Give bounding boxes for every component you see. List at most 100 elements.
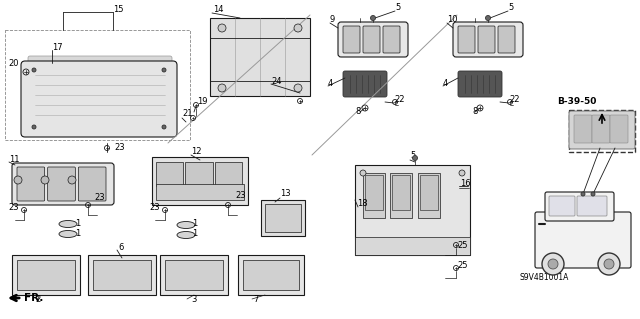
Text: 10: 10	[447, 16, 458, 25]
Circle shape	[548, 259, 558, 269]
FancyBboxPatch shape	[458, 71, 502, 97]
Bar	[243, 260, 299, 290]
Circle shape	[294, 24, 302, 32]
Bar	[210, 18, 310, 96]
Circle shape	[41, 176, 49, 184]
FancyBboxPatch shape	[592, 115, 610, 143]
Text: 1: 1	[75, 219, 80, 227]
Text: 14: 14	[213, 5, 223, 14]
Text: 15: 15	[113, 5, 124, 14]
FancyBboxPatch shape	[574, 115, 592, 143]
Bar	[392, 175, 410, 210]
Bar	[165, 260, 223, 290]
FancyBboxPatch shape	[498, 26, 515, 53]
Circle shape	[162, 68, 166, 72]
FancyBboxPatch shape	[549, 196, 575, 216]
Circle shape	[371, 16, 376, 20]
Text: 19: 19	[197, 97, 207, 106]
Circle shape	[218, 24, 226, 32]
FancyBboxPatch shape	[545, 192, 614, 221]
FancyBboxPatch shape	[478, 26, 495, 53]
Text: 3: 3	[191, 295, 196, 305]
Circle shape	[598, 253, 620, 275]
Bar	[88, 255, 156, 295]
FancyBboxPatch shape	[21, 61, 177, 137]
Text: B-39-50: B-39-50	[557, 97, 596, 106]
Text: 8: 8	[355, 108, 360, 116]
Circle shape	[32, 68, 36, 72]
Text: 13: 13	[280, 189, 291, 198]
Text: 6: 6	[118, 242, 124, 251]
Text: 12: 12	[191, 147, 202, 157]
Bar	[214, 162, 242, 186]
Text: 18: 18	[357, 198, 367, 207]
FancyBboxPatch shape	[73, 70, 105, 129]
Circle shape	[162, 125, 166, 129]
Text: 20: 20	[8, 60, 19, 69]
FancyBboxPatch shape	[17, 167, 45, 201]
Text: 4: 4	[443, 78, 448, 87]
Bar	[390, 173, 412, 218]
Circle shape	[32, 125, 36, 129]
Text: 2: 2	[35, 295, 40, 305]
Text: 25: 25	[457, 261, 467, 270]
Text: 21: 21	[182, 108, 193, 117]
FancyBboxPatch shape	[110, 70, 142, 129]
Text: 1: 1	[75, 228, 80, 238]
FancyBboxPatch shape	[383, 26, 400, 53]
Circle shape	[413, 155, 417, 160]
FancyBboxPatch shape	[40, 74, 64, 111]
Circle shape	[14, 176, 22, 184]
Text: FR.: FR.	[24, 293, 44, 303]
FancyBboxPatch shape	[577, 196, 607, 216]
Bar	[355, 165, 470, 255]
Ellipse shape	[59, 220, 77, 227]
FancyBboxPatch shape	[78, 167, 106, 201]
Circle shape	[68, 176, 76, 184]
Bar	[238, 255, 304, 295]
Text: 22: 22	[509, 95, 520, 105]
FancyBboxPatch shape	[343, 26, 360, 53]
FancyBboxPatch shape	[12, 163, 114, 205]
Bar	[93, 260, 151, 290]
FancyBboxPatch shape	[363, 26, 380, 53]
Bar	[152, 157, 248, 205]
Text: 24: 24	[271, 77, 282, 85]
FancyBboxPatch shape	[36, 70, 68, 129]
Circle shape	[591, 192, 595, 196]
Text: 23: 23	[94, 194, 104, 203]
Text: 5: 5	[410, 152, 415, 160]
FancyBboxPatch shape	[453, 22, 523, 57]
FancyBboxPatch shape	[535, 212, 631, 268]
Text: 23: 23	[8, 204, 19, 212]
Text: 8: 8	[472, 108, 477, 116]
FancyBboxPatch shape	[77, 74, 101, 111]
FancyBboxPatch shape	[47, 167, 76, 201]
FancyBboxPatch shape	[610, 115, 628, 143]
Text: 23: 23	[114, 144, 125, 152]
Text: 5: 5	[508, 4, 513, 12]
Ellipse shape	[177, 232, 195, 239]
Text: 23: 23	[149, 204, 159, 212]
Bar	[160, 255, 228, 295]
Ellipse shape	[177, 221, 195, 228]
Bar	[156, 184, 244, 200]
Bar	[261, 200, 305, 236]
FancyBboxPatch shape	[338, 22, 408, 57]
Text: 9: 9	[330, 16, 335, 25]
Circle shape	[218, 84, 226, 92]
FancyBboxPatch shape	[458, 26, 475, 53]
Text: S9V4B1001A: S9V4B1001A	[520, 273, 570, 283]
Ellipse shape	[59, 231, 77, 238]
Circle shape	[581, 192, 585, 196]
Bar	[156, 162, 183, 186]
Text: 11: 11	[9, 154, 19, 164]
Text: 25: 25	[457, 241, 467, 250]
Bar	[265, 204, 301, 232]
Text: 4: 4	[328, 78, 333, 87]
FancyBboxPatch shape	[569, 111, 635, 149]
Circle shape	[486, 16, 490, 20]
Text: 1: 1	[192, 219, 197, 227]
FancyBboxPatch shape	[343, 71, 387, 97]
FancyBboxPatch shape	[28, 56, 172, 70]
